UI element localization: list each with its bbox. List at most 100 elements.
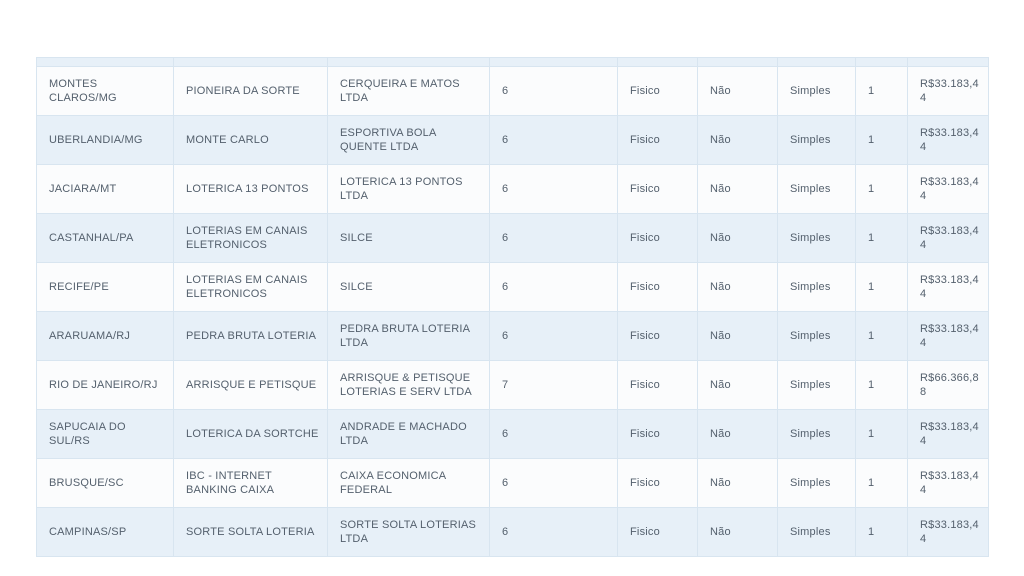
table-cell: 1 [855, 213, 908, 263]
table-cell: Não [697, 360, 778, 410]
table-cell: Não [697, 115, 778, 165]
table-cell: R$33.183,44 [907, 115, 989, 165]
table-cell: 1 [855, 66, 908, 116]
partial-cell [777, 57, 856, 67]
table-cell: ANDRADE E MACHADO LTDA [327, 409, 490, 459]
table-cell: Não [697, 66, 778, 116]
table-cell: R$33.183,44 [907, 409, 989, 459]
partial-cell [697, 57, 778, 67]
table-cell: 6 [489, 115, 618, 165]
table-cell: Fisico [617, 409, 698, 459]
table-cell: Fisico [617, 66, 698, 116]
table-cell: Fisico [617, 360, 698, 410]
table-cell: Não [697, 213, 778, 263]
table-row: UBERLANDIA/MG MONTE CARLO ESPORTIVA BOLA Q… [36, 115, 989, 165]
table-cell: CAMPINAS/SP [36, 507, 174, 557]
table-cell: Simples [777, 115, 856, 165]
table-cell: R$33.183,44 [907, 164, 989, 214]
table-cell: Simples [777, 311, 856, 361]
table-cell: Simples [777, 66, 856, 116]
table-cell: R$33.183,44 [907, 311, 989, 361]
table-cell: Não [697, 409, 778, 459]
table-cell: Não [697, 164, 778, 214]
table-cell: Não [697, 262, 778, 312]
partial-cell [907, 57, 989, 67]
table-cell: Simples [777, 164, 856, 214]
table-cell: 1 [855, 409, 908, 459]
table-cell: 6 [489, 262, 618, 312]
table-cell: R$33.183,44 [907, 458, 989, 508]
table-row: CASTANHAL/PA LOTERIAS EM CANAIS ELETRONIC… [36, 213, 989, 263]
table-cell: BRUSQUE/SC [36, 458, 174, 508]
table-row: SAPUCAIA DO SUL/RS LOTERICA DA SORTCHE AND… [36, 409, 989, 459]
table-cell: LOTERICA DA SORTCHE [173, 409, 328, 459]
table-cell: ESPORTIVA BOLA QUENTE LTDA [327, 115, 490, 165]
table-cell: 1 [855, 164, 908, 214]
table-cell: Simples [777, 360, 856, 410]
table-cell: CAIXA ECONOMICA FEDERAL [327, 458, 490, 508]
table-cell: PEDRA BRUTA LOTERIA LTDA [327, 311, 490, 361]
table-cell: PEDRA BRUTA LOTERIA [173, 311, 328, 361]
table-cell: ARRISQUE E PETISQUE [173, 360, 328, 410]
table-cell: Fisico [617, 115, 698, 165]
table-cell: Fisico [617, 164, 698, 214]
partial-cell [327, 57, 490, 67]
table-cell: 6 [489, 213, 618, 263]
table-cell: 1 [855, 311, 908, 361]
table-cell: CERQUEIRA E MATOS LTDA [327, 66, 490, 116]
table-cell: Simples [777, 507, 856, 557]
table-cell: 7 [489, 360, 618, 410]
table-row: MONTES CLAROS/MG PIONEIRA DA SORTE CERQUEI… [36, 66, 989, 116]
table-cell: Fisico [617, 262, 698, 312]
table-cell: SORTE SOLTA LOTERIA [173, 507, 328, 557]
table-cell: Fisico [617, 507, 698, 557]
table-cell: Fisico [617, 311, 698, 361]
table-cell: LOTERICA 13 PONTOS [173, 164, 328, 214]
table-cell: RIO DE JANEIRO/RJ [36, 360, 174, 410]
table-cell: Simples [777, 262, 856, 312]
table-cell: SILCE [327, 262, 490, 312]
table-cell: Não [697, 311, 778, 361]
results-table: MONTES CLAROS/MG PIONEIRA DA SORTE CERQUEI… [36, 57, 989, 557]
table-cell: Não [697, 458, 778, 508]
partial-row [36, 57, 989, 67]
table-cell: SORTE SOLTA LOTERIAS LTDA [327, 507, 490, 557]
table-cell: 1 [855, 360, 908, 410]
table-cell: CASTANHAL/PA [36, 213, 174, 263]
table-cell: 6 [489, 458, 618, 508]
table-cell: PIONEIRA DA SORTE [173, 66, 328, 116]
table-cell: IBC - INTERNET BANKING CAIXA [173, 458, 328, 508]
table-cell: MONTES CLAROS/MG [36, 66, 174, 116]
table-cell: SAPUCAIA DO SUL/RS [36, 409, 174, 459]
table-cell: Fisico [617, 213, 698, 263]
table-row: ARARUAMA/RJ PEDRA BRUTA LOTERIA PEDRA BRUT… [36, 311, 989, 361]
table-cell: 6 [489, 409, 618, 459]
partial-cell [36, 57, 174, 67]
table-row: RIO DE JANEIRO/RJ ARRISQUE E PETISQUE ARRI… [36, 360, 989, 410]
table-cell: 1 [855, 115, 908, 165]
table-cell: LOTERICA 13 PONTOS LTDA [327, 164, 490, 214]
table-cell: R$33.183,44 [907, 213, 989, 263]
table-cell: Fisico [617, 458, 698, 508]
table-row: BRUSQUE/SC IBC - INTERNET BANKING CAIXA CA… [36, 458, 989, 508]
partial-cell [855, 57, 908, 67]
table-cell: 6 [489, 66, 618, 116]
table-cell: LOTERIAS EM CANAIS ELETRONICOS [173, 262, 328, 312]
table-cell: Simples [777, 213, 856, 263]
table-cell: 1 [855, 458, 908, 508]
table-cell: 6 [489, 507, 618, 557]
partial-cell [173, 57, 328, 67]
table-cell: Não [697, 507, 778, 557]
table-cell: Simples [777, 458, 856, 508]
table-cell: 1 [855, 507, 908, 557]
table-cell: SILCE [327, 213, 490, 263]
table-row: CAMPINAS/SP SORTE SOLTA LOTERIA SORTE SOLT… [36, 507, 989, 557]
table-cell: ARARUAMA/RJ [36, 311, 174, 361]
table-body: MONTES CLAROS/MG PIONEIRA DA SORTE CERQUEI… [36, 57, 989, 557]
partial-cell [489, 57, 618, 67]
table-cell: 6 [489, 164, 618, 214]
table-row: RECIFE/PE LOTERIAS EM CANAIS ELETRONICOS S… [36, 262, 989, 312]
partial-cell [617, 57, 698, 67]
table-cell: MONTE CARLO [173, 115, 328, 165]
